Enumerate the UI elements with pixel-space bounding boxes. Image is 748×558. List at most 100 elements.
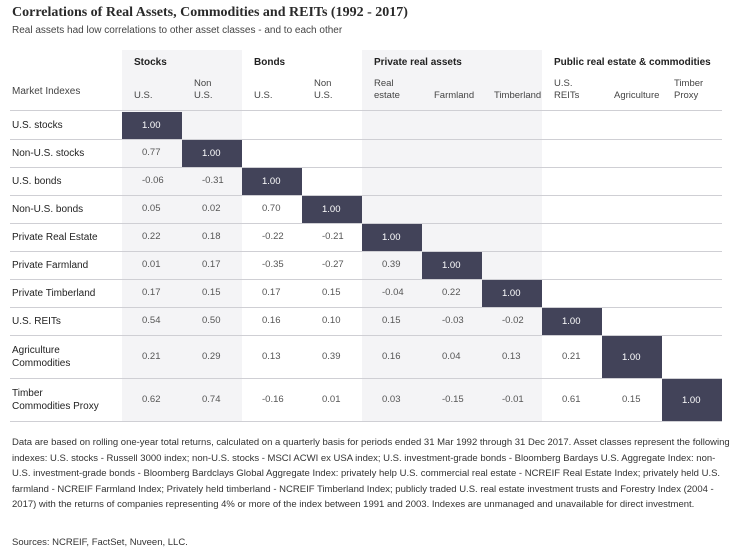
correlation-cell: -0.35 (242, 259, 302, 271)
correlation-cell: 0.21 (542, 351, 602, 363)
cell-value: 0.13 (502, 350, 521, 362)
cell-value: 0.21 (562, 350, 581, 362)
cell-value: 0.21 (142, 350, 161, 362)
diagonal-cell: 1.00 (182, 140, 242, 167)
row-label: Private Timberland (12, 287, 96, 299)
diagonal-cell: 1.00 (662, 379, 722, 421)
cell-value: -0.04 (382, 287, 404, 298)
cell-value: 0.15 (202, 287, 221, 298)
row-divider (10, 139, 722, 140)
correlation-cell: 0.17 (242, 287, 302, 299)
cell-value: -0.21 (322, 231, 344, 242)
correlation-cell: -0.02 (482, 315, 542, 327)
column-header: Non U.S. (194, 78, 213, 101)
cell-value: 0.54 (142, 315, 161, 326)
row-label: U.S. REITs (12, 315, 61, 327)
cell-value: 1.00 (382, 232, 401, 243)
cell-value: -0.03 (442, 315, 464, 326)
correlation-cell: 0.13 (482, 351, 542, 363)
correlation-cell: 0.39 (302, 351, 362, 363)
correlation-cell: 0.70 (242, 203, 302, 215)
cell-value: -0.22 (262, 231, 284, 242)
cell-value: -0.16 (262, 393, 284, 405)
row-label: U.S. bonds (12, 175, 62, 187)
cell-value: 1.00 (322, 204, 341, 215)
diagonal-cell: 1.00 (302, 196, 362, 223)
column-group-header: Bonds (254, 57, 286, 68)
correlation-cell: 0.77 (122, 147, 182, 159)
cell-value: -0.15 (442, 393, 464, 405)
cell-value: 0.16 (382, 350, 401, 362)
diagonal-cell: 1.00 (542, 308, 602, 335)
correlation-cell: -0.27 (302, 259, 362, 271)
correlation-cell: -0.15 (422, 394, 482, 406)
cell-value: 1.00 (682, 394, 701, 406)
cell-value: 0.50 (202, 315, 221, 326)
correlation-cell: 0.15 (302, 287, 362, 299)
correlation-cell: -0.01 (482, 394, 542, 406)
row-divider (10, 195, 722, 196)
row-divider (10, 421, 722, 422)
cell-value: 0.22 (142, 231, 161, 242)
column-header: U.S. (134, 90, 153, 101)
cell-value: 0.02 (202, 203, 221, 214)
row-label: U.S. stocks (12, 119, 63, 131)
column-group-header: Public real estate & commodities (554, 57, 711, 68)
row-divider (10, 110, 722, 111)
cell-value: 0.04 (442, 350, 461, 362)
cell-value: -0.06 (142, 175, 164, 186)
cell-value: 1.00 (502, 288, 521, 299)
row-divider (10, 279, 722, 280)
cell-value: 0.74 (202, 393, 221, 405)
row-divider (10, 167, 722, 168)
correlation-cell: 0.13 (242, 351, 302, 363)
cell-value: 0.10 (322, 315, 341, 326)
cell-value: 0.15 (622, 393, 641, 405)
column-group-header: Private real assets (374, 57, 462, 68)
cell-value: 1.00 (202, 148, 221, 159)
row-header-label: Market Indexes (12, 86, 81, 97)
row-divider (10, 307, 722, 308)
cell-value: 0.15 (322, 287, 341, 298)
correlation-cell: 0.22 (422, 287, 482, 299)
cell-value: 0.39 (322, 350, 341, 362)
correlation-cell: -0.22 (242, 231, 302, 243)
diagonal-cell: 1.00 (602, 336, 662, 378)
row-label: Private Real Estate (12, 231, 98, 243)
group-shade-band (122, 50, 242, 421)
correlation-cell: 0.04 (422, 351, 482, 363)
correlation-cell: -0.06 (122, 175, 182, 187)
correlation-cell: 0.01 (302, 394, 362, 406)
row-label: Non-U.S. stocks (12, 147, 85, 159)
correlation-cell: -0.03 (422, 315, 482, 327)
correlation-cell: 0.02 (182, 203, 242, 215)
correlation-cell: 0.21 (122, 351, 182, 363)
correlation-cell: 0.22 (122, 231, 182, 243)
cell-value: 0.70 (262, 203, 281, 214)
row-label: Timber Commodities Proxy (12, 387, 99, 412)
correlation-cell: -0.04 (362, 287, 422, 299)
cell-value: 0.01 (142, 259, 161, 270)
correlation-cell: 0.50 (182, 315, 242, 327)
cell-value: 0.39 (382, 259, 401, 270)
cell-value: 1.00 (562, 316, 581, 327)
correlation-cell: -0.31 (182, 175, 242, 187)
row-divider (10, 335, 722, 336)
cell-value: 0.16 (262, 315, 281, 326)
cell-value: 0.17 (262, 287, 281, 298)
cell-value: -0.01 (502, 393, 524, 405)
cell-value: -0.35 (262, 259, 284, 270)
column-header: Farmland (434, 90, 475, 101)
column-header: Timber Proxy (674, 78, 704, 101)
column-header: Timberland (494, 90, 542, 101)
cell-value: -0.02 (502, 315, 524, 326)
diagonal-cell: 1.00 (242, 168, 302, 195)
cell-value: 0.05 (142, 203, 161, 214)
diagonal-cell: 1.00 (362, 224, 422, 251)
correlation-cell: -0.21 (302, 231, 362, 243)
column-header: Non U.S. (314, 78, 333, 101)
cell-value: 1.00 (442, 260, 461, 271)
cell-value: 0.13 (262, 350, 281, 362)
correlation-cell: 0.15 (602, 394, 662, 406)
cell-value: -0.31 (202, 175, 224, 186)
